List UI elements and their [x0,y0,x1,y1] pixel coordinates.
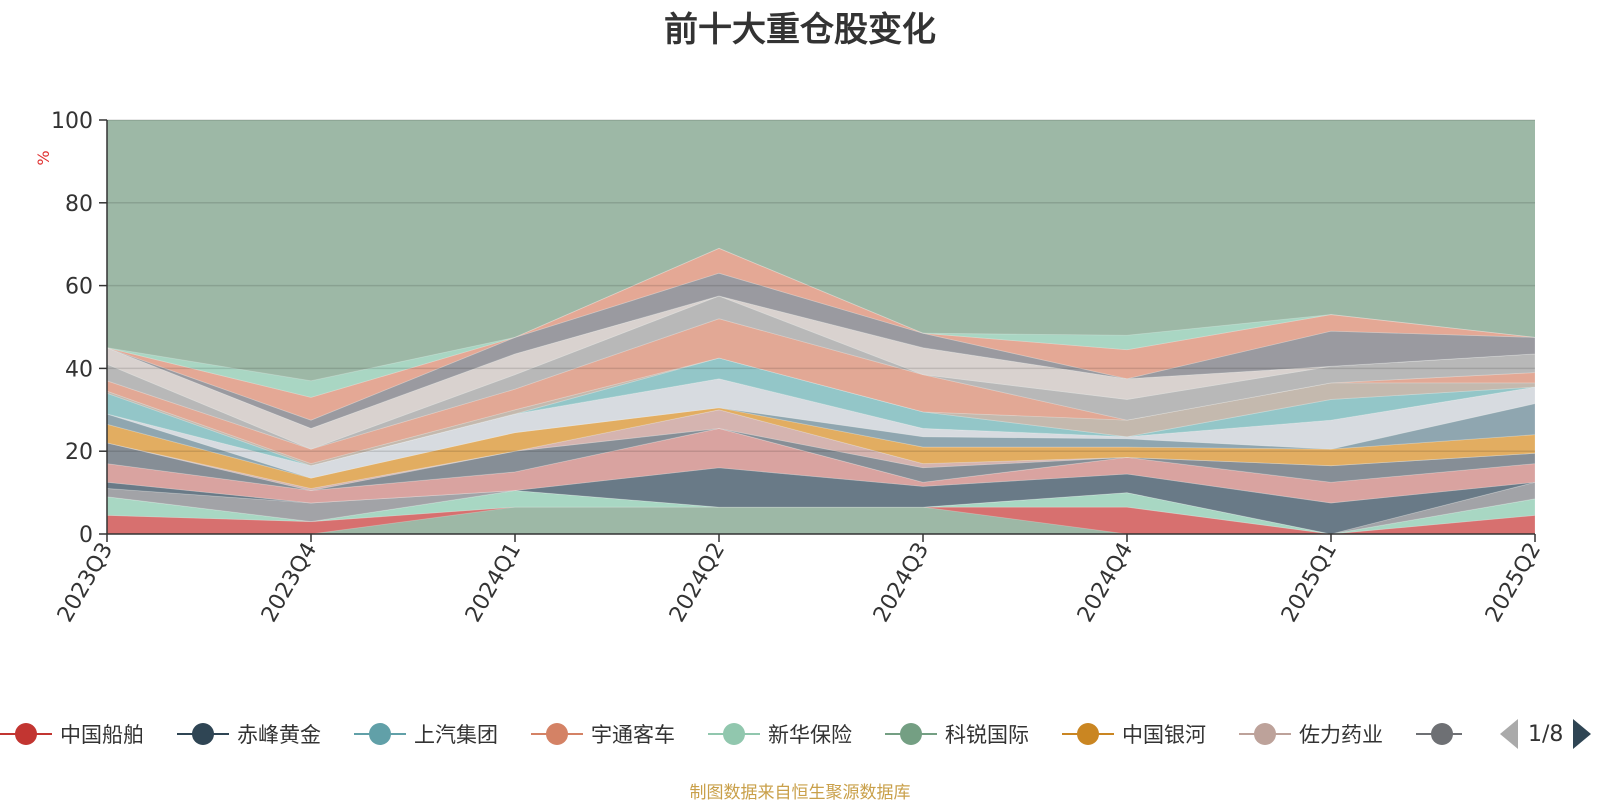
y-tick-label: 100 [51,109,93,134]
y-axis-unit-label: % [34,150,53,165]
y-tick-label: 60 [65,275,93,300]
chart-title: 前十大重仓股变化 [664,10,936,50]
area-layer-18 [106,247,1536,398]
legend-page-indicator: 1/8 [1528,721,1564,747]
legend-pager: 1/8 [1500,712,1592,756]
x-tick-label: 2023Q4 [257,539,322,627]
legend-label: 上汽集团 [414,723,498,747]
area-layer-14 [106,295,1536,450]
area-layer-5 [106,428,1536,504]
legend-marker-icon [354,723,406,745]
legend-item[interactable]: 宇通客车 [531,712,675,756]
legend-marker-icon [1416,723,1462,745]
legend-label: 中国银河 [1122,723,1206,747]
legend-prev-page-button[interactable] [1500,719,1518,749]
legend-item[interactable]: 中国银河 [1062,712,1206,756]
legend-marker-icon [708,723,760,745]
x-tick-label: 2024Q4 [1073,539,1138,627]
x-axis: 2023Q3 2023Q4 2024Q1 2024Q2 2024Q3 2024Q4 2025… [53,533,1546,627]
area-layer-3 [106,481,1536,535]
legend-marker-icon [1062,723,1114,745]
x-tick-label: 2023Q3 [53,539,118,627]
legend-marker-icon [1239,723,1291,745]
area-layers [106,120,1536,535]
legend-item[interactable]: 赤峰黄金 [177,712,321,756]
legend-label: 佐力药业 [1299,723,1383,747]
legend-item[interactable]: 中国船舶 [0,712,144,756]
gridlines [107,119,1535,452]
legend-item[interactable]: 科锐国际 [885,712,1029,756]
y-tick-label: 20 [65,440,93,465]
legend-label: 宇通客车 [591,723,675,747]
legend-marker-icon [531,723,583,745]
x-tick-label: 2024Q1 [461,539,526,627]
legend-marker-icon [0,723,52,745]
legend-next-page-button[interactable] [1573,719,1592,749]
y-axis: 0 20 40 60 80 100 [51,109,108,548]
area-layer-2 [106,490,1536,535]
y-tick-label: 80 [65,192,93,217]
x-tick-label: 2025Q2 [1481,539,1546,627]
legend-label: 科锐国际 [945,723,1029,747]
legend: 中国船舶 赤峰黄金 上汽集团 宇通客车 新华保险 科锐国际 中国银河 佐力药业 1/8 [0,712,1600,756]
y-tick-label: 0 [79,523,93,548]
legend-label: 赤峰黄金 [237,723,321,747]
legend-item[interactable]: 佐力药业 [1239,712,1383,756]
source-note: 制图数据来自恒生聚源数据库 [689,783,911,803]
legend-item[interactable]: 新华保险 [708,712,852,756]
x-tick-label: 2025Q1 [1277,539,1342,627]
legend-label: 新华保险 [768,723,852,747]
x-tick-label: 2024Q2 [665,539,730,627]
x-tick-label: 2024Q3 [869,539,934,627]
legend-marker-icon [885,723,937,745]
y-tick-label: 40 [65,357,93,382]
legend-label: 中国船舶 [60,723,144,747]
legend-item[interactable] [1416,712,1462,756]
legend-marker-icon [177,723,229,745]
area-layer-16 [106,272,1536,429]
legend-item[interactable]: 上汽集团 [354,712,498,756]
